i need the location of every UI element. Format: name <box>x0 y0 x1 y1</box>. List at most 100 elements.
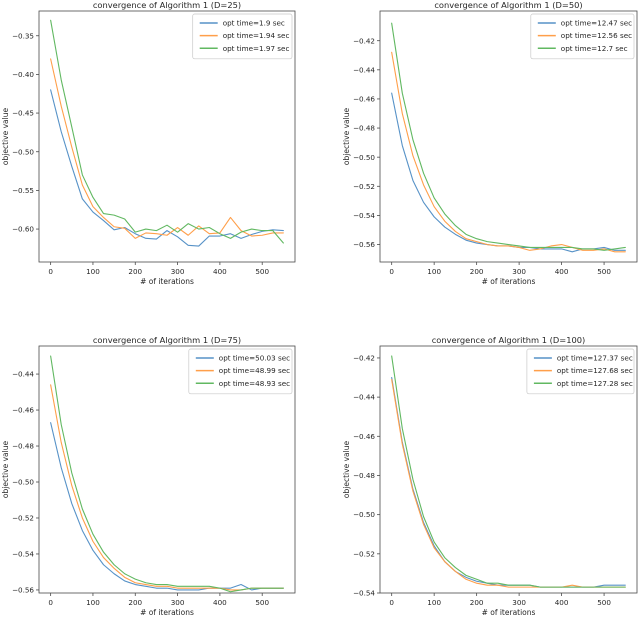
y-tick-label: −0.42 <box>353 36 375 45</box>
legend-label: opt time=127.37 sec <box>557 354 633 363</box>
x-tick-label: 500 <box>597 267 611 276</box>
x-axis-label: # of iterations <box>140 608 194 617</box>
chart-title: convergence of Algorithm 1 (D=100) <box>432 335 586 345</box>
x-tick-label: 100 <box>427 598 441 607</box>
x-tick-label: 100 <box>86 598 100 607</box>
legend-label: opt time=12.56 sec <box>561 31 632 40</box>
series-line <box>50 384 284 591</box>
x-axis-label: # of iterations <box>482 608 536 617</box>
axes-frame <box>38 345 296 594</box>
y-tick-label: −0.50 <box>12 147 34 156</box>
legend-label: opt time=12.7 sec <box>561 44 628 53</box>
y-tick-label: −0.54 <box>353 589 375 598</box>
legend-box <box>188 348 293 395</box>
legend-label: opt time=127.68 sec <box>557 366 633 375</box>
chart-panel: 0 100 200 300 400 500 −0.35 −0.40 −0.45 −0.50 −0.5… <box>0 0 320 309</box>
y-tick-label: −0.46 <box>353 432 375 441</box>
x-tick-label: 200 <box>470 598 484 607</box>
y-tick-label: −0.48 <box>12 442 34 451</box>
x-tick-label: 400 <box>555 598 569 607</box>
series-line <box>50 58 284 239</box>
x-tick-label: 500 <box>597 598 611 607</box>
y-tick-label: −0.35 <box>12 31 34 40</box>
chart-panel: 0 100 200 300 400 500 −0.44 −0.46 −0.48 −0.50 −0.5… <box>0 309 320 618</box>
legend-label: opt time=48.93 sec <box>219 379 290 388</box>
y-tick-label: −0.45 <box>12 109 34 118</box>
legend-label: opt time=12.47 sec <box>561 19 632 28</box>
x-axis-label: # of iterations <box>482 277 536 286</box>
legend: opt time=50.03 sec opt time=48.99 sec opt … <box>188 348 293 395</box>
y-tick-label: −0.40 <box>12 70 34 79</box>
x-tick-label: 500 <box>255 267 269 276</box>
legend-label: opt time=48.99 sec <box>219 366 290 375</box>
series-line <box>50 422 284 591</box>
legend: opt time=127.37 sec opt time=127.68 sec op… <box>526 348 635 395</box>
convergence-chart: 0 100 200 300 400 500 −0.44 −0.46 −0.48 −0.50 −0.5… <box>1 335 296 617</box>
convergence-chart: 0 100 200 300 400 500 −0.42 −0.44 −0.46 −0.48 −0.5… <box>342 0 638 286</box>
legend-box <box>526 348 635 395</box>
y-tick-label: −0.46 <box>12 406 34 415</box>
legend: opt time=12.47 sec opt time=12.56 sec opt … <box>530 13 635 60</box>
x-tick-label: 0 <box>389 598 394 607</box>
x-tick-label: 200 <box>470 267 484 276</box>
convergence-chart: 0 100 200 300 400 500 −0.35 −0.40 −0.45 −0.50 −0.5… <box>1 0 296 286</box>
x-axis-label: # of iterations <box>140 277 194 286</box>
convergence-chart: 0 100 200 300 400 500 −0.42 −0.44 −0.46 −0.48 −0.5… <box>342 335 638 617</box>
series-line <box>391 376 626 588</box>
legend-label: opt time=50.03 sec <box>219 354 290 363</box>
chart-title: convergence of Algorithm 1 (D=25) <box>93 0 241 10</box>
series-line <box>391 355 626 588</box>
y-tick-label: −0.44 <box>353 65 375 74</box>
chart-title: convergence of Algorithm 1 (D=50) <box>434 0 582 10</box>
y-tick-label: −0.56 <box>12 586 34 595</box>
y-tick-label: −0.50 <box>353 510 375 519</box>
x-tick-label: 100 <box>86 267 100 276</box>
y-tick-label: −0.54 <box>12 550 34 559</box>
y-axis-label: objective value <box>1 108 10 166</box>
chart-title: convergence of Algorithm 1 (D=75) <box>93 335 241 345</box>
chart-panel: 0 100 200 300 400 500 −0.42 −0.44 −0.46 −0.48 −0.5… <box>320 309 640 618</box>
x-tick-label: 400 <box>213 598 227 607</box>
legend-label: opt time=1.97 sec <box>223 44 290 53</box>
x-tick-label: 100 <box>427 267 441 276</box>
series-line <box>391 22 626 251</box>
x-tick-label: 300 <box>171 267 185 276</box>
x-tick-label: 300 <box>512 598 526 607</box>
x-tick-label: 300 <box>512 267 526 276</box>
y-tick-label: −0.56 <box>353 240 375 249</box>
x-tick-label: 200 <box>128 267 142 276</box>
series-line <box>50 355 284 593</box>
y-axis-label: objective value <box>342 441 351 499</box>
axes-frame <box>38 10 296 263</box>
y-tick-label: −0.55 <box>12 186 34 195</box>
y-tick-label: −0.44 <box>353 393 375 402</box>
x-tick-label: 400 <box>213 267 227 276</box>
series-line <box>391 378 626 588</box>
legend: opt time=1.9 sec opt time=1.94 sec opt tim… <box>192 13 293 60</box>
y-tick-label: −0.42 <box>353 354 375 363</box>
y-tick-label: −0.52 <box>353 549 375 558</box>
legend-box <box>530 13 635 60</box>
x-tick-label: 500 <box>255 598 269 607</box>
y-tick-label: −0.44 <box>12 370 34 379</box>
y-tick-label: −0.48 <box>353 124 375 133</box>
x-tick-label: 300 <box>171 598 185 607</box>
x-tick-label: 200 <box>128 598 142 607</box>
y-tick-label: −0.50 <box>353 153 375 162</box>
y-tick-label: −0.52 <box>353 182 375 191</box>
legend-label: opt time=127.28 sec <box>557 379 633 388</box>
series-line <box>50 19 284 244</box>
y-tick-label: −0.54 <box>353 211 375 220</box>
y-axis-label: objective value <box>342 108 351 166</box>
series-line <box>391 51 626 253</box>
chart-panel: 0 100 200 300 400 500 −0.42 −0.44 −0.46 −0.48 −0.5… <box>320 0 640 309</box>
legend-label: opt time=1.9 sec <box>223 19 285 28</box>
y-tick-label: −0.60 <box>12 225 34 234</box>
x-tick-label: 0 <box>389 267 394 276</box>
axes-frame <box>379 10 638 263</box>
y-tick-label: −0.50 <box>12 478 34 487</box>
x-tick-label: 0 <box>48 598 53 607</box>
series-line <box>50 89 284 247</box>
x-tick-label: 0 <box>48 267 53 276</box>
